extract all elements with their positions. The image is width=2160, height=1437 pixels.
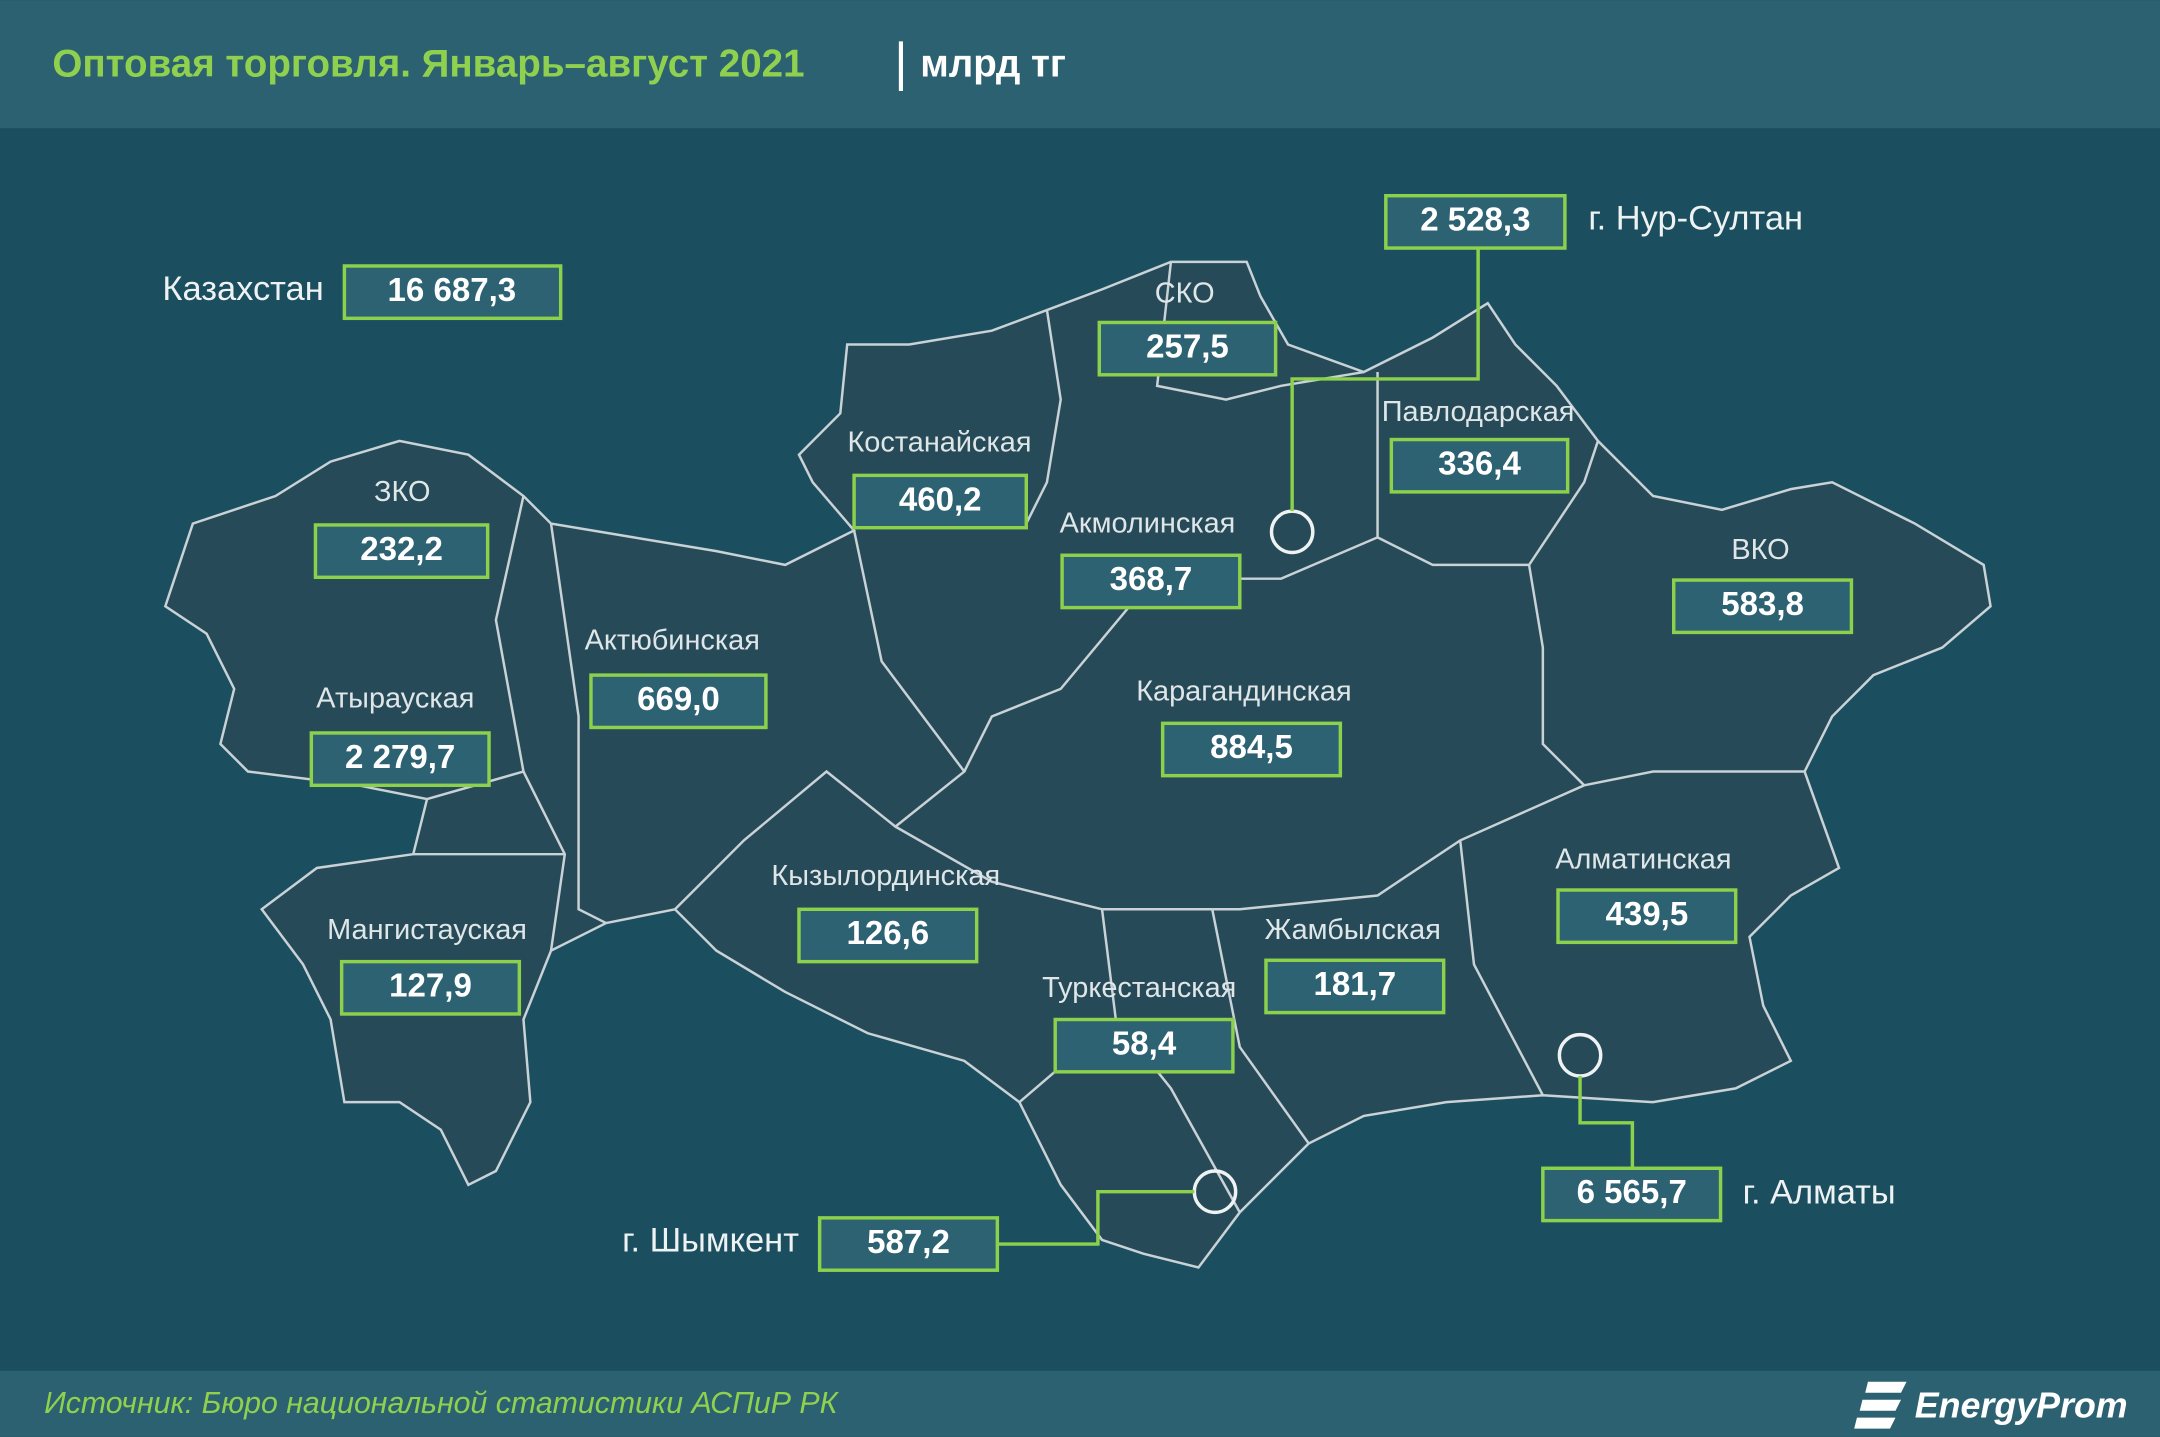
- region-label: Костанайская: [847, 426, 1031, 458]
- value: 232,2: [360, 531, 443, 568]
- value: 439,5: [1606, 896, 1689, 933]
- connector: [1578, 1075, 1635, 1169]
- value-box: [1060, 553, 1242, 610]
- title: Оптовая торговля. Январь–август 2021: [52, 42, 804, 85]
- region-label: Атырауская: [316, 683, 474, 715]
- region-label: г. Алматы: [1743, 1174, 1896, 1212]
- region-label: Кызылординская: [771, 860, 1000, 892]
- logo: EnergyProm: [1915, 1385, 2128, 1425]
- value-box: [1672, 578, 1854, 635]
- value: 6 565,7: [1577, 1174, 1687, 1211]
- region-label: г. Нур-Султан: [1588, 200, 1803, 238]
- region-label: Актюбинская: [585, 625, 760, 657]
- source: Источник: Бюро национальной статистики А…: [44, 1387, 840, 1420]
- value: 2 279,7: [345, 739, 455, 776]
- value-box: [852, 473, 1028, 530]
- value: 336,4: [1438, 445, 1521, 482]
- value-box: [1160, 721, 1343, 778]
- value-box: [1384, 193, 1567, 250]
- region-label: Жамбылская: [1265, 914, 1441, 946]
- value: 583,8: [1721, 586, 1804, 623]
- value-box: [1556, 888, 1738, 945]
- region-label: Карагандинская: [1136, 676, 1351, 708]
- value-box: [1541, 1166, 1723, 1223]
- connector: [998, 1189, 1195, 1246]
- value-box: [589, 673, 768, 730]
- value: 181,7: [1313, 966, 1396, 1003]
- region-label: Казахстан: [162, 270, 323, 308]
- value: 126,6: [846, 915, 929, 952]
- value: 58,4: [1112, 1025, 1177, 1062]
- regions: г. Нур-Султан 2 528,3 СКО 257,5 Павлодарская…: [309, 193, 1896, 1272]
- value-box: [797, 907, 979, 964]
- value-box: [1097, 320, 1278, 377]
- region-label: г. Шымкент: [622, 1222, 799, 1260]
- value: 368,7: [1110, 561, 1193, 598]
- value: 16 687,3: [388, 272, 517, 309]
- region-label: ВКО: [1731, 534, 1789, 566]
- region-label: Павлодарская: [1382, 396, 1575, 428]
- region-label: Акмолинская: [1060, 508, 1236, 540]
- connector: [1290, 248, 1480, 512]
- header-band: [0, 0, 2160, 129]
- value-box: [817, 1216, 1000, 1272]
- value-box: [339, 959, 522, 1016]
- city-marker: [1192, 1169, 1238, 1215]
- region-label: Туркестанская: [1042, 972, 1236, 1004]
- value-box: [1389, 437, 1570, 494]
- footer-band: [0, 1370, 2160, 1437]
- value: 127,9: [389, 968, 472, 1005]
- value: 587,2: [867, 1224, 950, 1261]
- value-box: [1264, 958, 1446, 1015]
- value-box: [309, 731, 491, 788]
- value-box: [313, 523, 490, 580]
- value-box: [342, 264, 563, 321]
- unit: млрд тг: [920, 42, 1066, 85]
- country-outline: [163, 260, 1992, 1269]
- value-box: [1053, 1017, 1235, 1074]
- value: 2 528,3: [1420, 202, 1530, 239]
- region-label: ЗКО: [374, 476, 430, 508]
- logo-icon: [1854, 1381, 1907, 1429]
- value: 884,5: [1210, 729, 1293, 766]
- value: 669,0: [637, 681, 720, 718]
- value: 257,5: [1146, 328, 1229, 365]
- value: 460,2: [899, 481, 982, 518]
- region-label: Алматинская: [1555, 844, 1731, 876]
- region-label: СКО: [1155, 278, 1215, 310]
- region-label: Мангистауская: [327, 914, 527, 946]
